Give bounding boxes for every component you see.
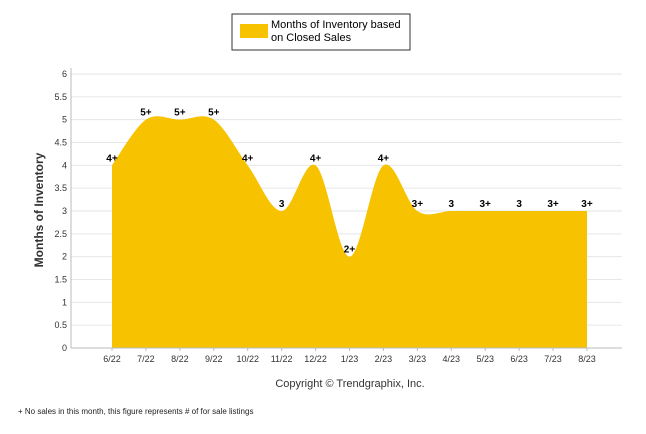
y-axis-label: Months of Inventory (32, 152, 46, 267)
legend-line-2: on Closed Sales (271, 32, 352, 44)
y-tick-label: 5 (62, 115, 67, 125)
copyright: Copyright © Trendgraphix, Inc. (275, 378, 424, 390)
data-labels: 4+ 5+ 5+ 5+ 4+ 3 4+ 2+ 4+ 3+ 3 3+ 3 3+ 3+ (106, 108, 593, 256)
chart: 0 0.5 1 1.5 2 2.5 3 3.5 4 4.5 5 5.5 6 6/22 7/22 8/22 9/… (32, 13, 622, 390)
data-label: 5+ (208, 108, 220, 119)
x-tick-label: 1/23 (341, 354, 359, 364)
data-label: 3+ (412, 199, 424, 210)
footnote: + No sales in this month, this figure re… (18, 407, 254, 416)
y-tick-label: 1.5 (54, 275, 67, 285)
x-axis-ticks: 6/22 7/22 8/22 9/22 10/22 11/22 12/22 1/23 2/23 3… (103, 348, 596, 364)
x-tick-label: 8/22 (171, 354, 189, 364)
y-tick-label: 0.5 (54, 320, 67, 330)
data-label: 3 (516, 199, 522, 210)
y-tick-label: 3 (62, 206, 67, 216)
y-axis-ticks: 0 0.5 1 1.5 2 2.5 3 3.5 4 4.5 5 5.5 6 (54, 69, 67, 353)
y-tick-label: 5.5 (54, 92, 67, 102)
x-tick-label: 8/23 (578, 354, 596, 364)
area-series (112, 116, 587, 348)
axes (70, 68, 622, 349)
data-label: 3+ (581, 199, 593, 210)
y-tick-label: 4 (62, 160, 67, 170)
data-label: 4+ (242, 153, 254, 164)
x-tick-label: 10/22 (236, 354, 259, 364)
y-tick-label: 4.5 (54, 138, 67, 148)
y-tick-label: 2.5 (54, 229, 67, 239)
y-tick-label: 6 (62, 69, 67, 79)
x-tick-label: 12/22 (304, 354, 327, 364)
x-tick-label: 4/23 (443, 354, 461, 364)
data-label: 4+ (378, 153, 390, 164)
legend: Months of Inventory based on Closed Sale… (231, 13, 411, 51)
data-label: 2+ (344, 245, 356, 256)
x-tick-label: 7/22 (137, 354, 155, 364)
x-tick-label: 7/23 (544, 354, 562, 364)
x-tick-label: 5/23 (476, 354, 494, 364)
data-label: 4+ (310, 153, 322, 164)
data-label: 5+ (140, 108, 152, 119)
y-tick-label: 2 (62, 252, 67, 262)
x-tick-label: 11/22 (271, 354, 293, 364)
x-tick-label: 2/23 (375, 354, 393, 364)
x-tick-label: 3/23 (409, 354, 427, 364)
y-tick-label: 1 (62, 297, 67, 307)
data-label: 5+ (174, 108, 186, 119)
x-tick-label: 9/22 (205, 354, 223, 364)
x-tick-label: 6/23 (510, 354, 528, 364)
x-tick-label: 6/22 (103, 354, 121, 364)
y-tick-label: 3.5 (54, 183, 67, 193)
legend-swatch (240, 24, 268, 38)
data-label: 3 (449, 199, 455, 210)
data-label: 4+ (106, 153, 118, 164)
data-label: 3 (279, 199, 285, 210)
y-tick-label: 0 (62, 343, 67, 353)
data-label: 3+ (480, 199, 492, 210)
legend-line-1: Months of Inventory based (271, 19, 401, 31)
data-label: 3+ (547, 199, 559, 210)
